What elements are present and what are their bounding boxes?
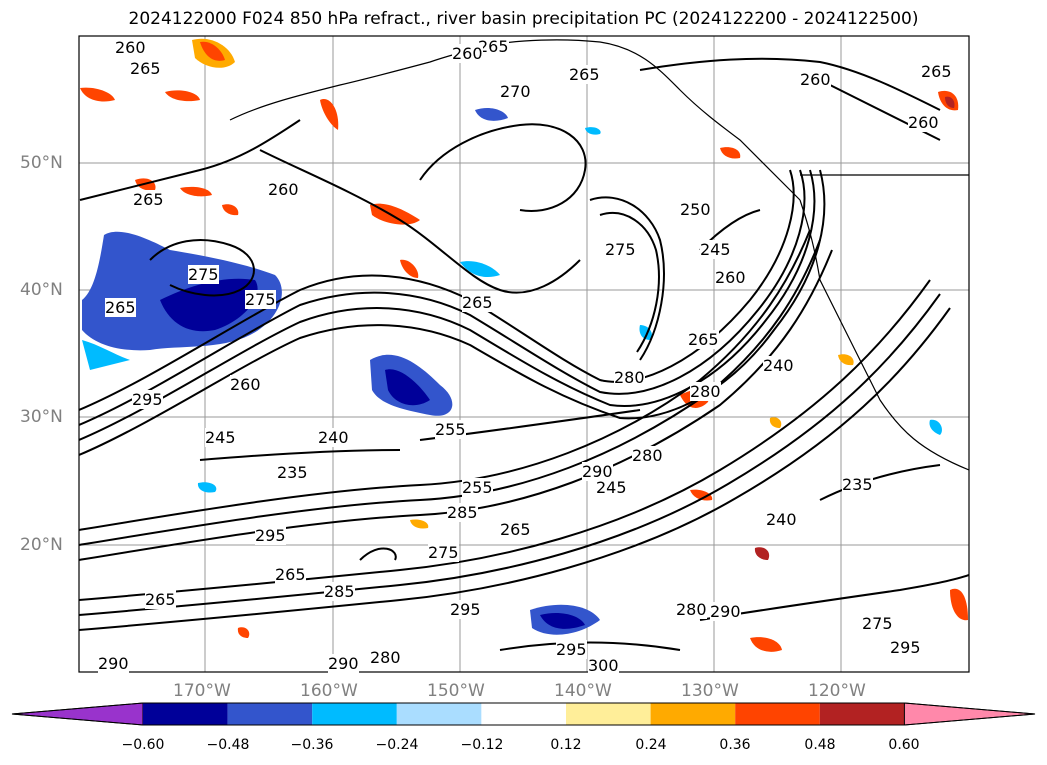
contour-label: 285 bbox=[447, 503, 478, 522]
colorbar-tick: 0.24 bbox=[635, 737, 667, 753]
contour-label: 245 bbox=[596, 478, 627, 497]
contour-label: 270 bbox=[500, 82, 531, 101]
colorbar bbox=[11, 702, 1036, 726]
contour-label: 280 bbox=[632, 446, 663, 465]
contour-label: 290 bbox=[328, 654, 359, 673]
lat-label: 40°N bbox=[20, 280, 63, 300]
colorbar-outline bbox=[11, 702, 1036, 726]
colorbar-segment bbox=[143, 703, 228, 725]
lat-label: 30°N bbox=[20, 407, 63, 427]
contour-label: 265 bbox=[569, 65, 600, 84]
contour-label: 275 bbox=[428, 543, 459, 562]
colorbar-tick: −0.60 bbox=[121, 737, 165, 753]
lon-label: 150°W bbox=[427, 681, 485, 701]
contour-label: 265 bbox=[478, 37, 509, 56]
contour-label: 295 bbox=[255, 526, 286, 545]
lon-label: 140°W bbox=[554, 681, 612, 701]
contour-label: 295 bbox=[890, 638, 921, 657]
contour-label: 265 bbox=[462, 293, 493, 312]
chart-title: 2024122000 F024 850 hPa refract., river … bbox=[128, 9, 919, 29]
contour-label: 260 bbox=[115, 38, 146, 57]
colorbar-tick: −0.36 bbox=[290, 737, 334, 753]
contour-label: 250 bbox=[680, 200, 711, 219]
contour-label: 240 bbox=[766, 510, 797, 529]
contour-label: 235 bbox=[842, 475, 873, 494]
contour-label: 265 bbox=[145, 590, 176, 609]
contour-label: 265 bbox=[500, 520, 531, 539]
contour-label: 290 bbox=[98, 654, 129, 673]
contour-label: 260 bbox=[715, 268, 746, 287]
colorbar-extend-max bbox=[903, 702, 1036, 726]
contour-label: 280 bbox=[614, 368, 645, 387]
lon-label: 160°W bbox=[300, 681, 358, 701]
colorbar-tick: 0.36 bbox=[719, 737, 751, 753]
lon-label: 130°W bbox=[681, 681, 739, 701]
contour-label: 240 bbox=[763, 356, 794, 375]
lat-label: 50°N bbox=[20, 153, 63, 173]
colorbar-segment bbox=[566, 703, 651, 725]
gridlines bbox=[79, 36, 969, 672]
contour-label: 290 bbox=[710, 602, 741, 621]
colorbar-tick: 0.60 bbox=[888, 737, 920, 753]
colorbar-segment bbox=[312, 703, 397, 725]
contour-label: 260 bbox=[800, 70, 831, 89]
contour-label: 265 bbox=[921, 62, 952, 81]
lon-label: 170°W bbox=[173, 681, 231, 701]
colorbar-tick: −0.12 bbox=[460, 737, 504, 753]
contour-label: 265 bbox=[105, 298, 136, 317]
contour-label: 235 bbox=[277, 463, 308, 482]
contour-label: 265 bbox=[688, 330, 719, 349]
contour-label: 275 bbox=[188, 265, 219, 284]
contour-label: 280 bbox=[676, 600, 707, 619]
contour-label: 265 bbox=[275, 565, 306, 584]
contour-label: 280 bbox=[370, 648, 401, 667]
colorbar-tick: −0.48 bbox=[206, 737, 250, 753]
colorbar-segment bbox=[481, 703, 566, 725]
contour-label: 300 bbox=[588, 656, 619, 675]
contour-label: 260 bbox=[268, 180, 299, 199]
contour-label: 255 bbox=[435, 420, 466, 439]
contour-label: 260 bbox=[908, 113, 939, 132]
contour-label: 295 bbox=[450, 600, 481, 619]
refractivity-contours bbox=[79, 57, 969, 651]
contour-label: 240 bbox=[318, 428, 349, 447]
colorbar-tick: 0.48 bbox=[804, 737, 836, 753]
colorbar-tick: −0.24 bbox=[375, 737, 419, 753]
contour-label: 260 bbox=[452, 44, 483, 63]
colorbar-extend-min bbox=[11, 702, 144, 726]
contour-label: 265 bbox=[133, 190, 164, 209]
contour-label: 295 bbox=[556, 640, 587, 659]
contour-label: 280 bbox=[690, 382, 721, 401]
contour-label: 265 bbox=[130, 59, 161, 78]
colorbar-segment bbox=[227, 703, 313, 725]
contour-label: 290 bbox=[582, 462, 613, 481]
contour-label: 255 bbox=[462, 478, 493, 497]
contour-label: 275 bbox=[862, 614, 893, 633]
contour-label: 285 bbox=[324, 582, 355, 601]
colorbar-segment bbox=[735, 703, 820, 725]
positive-precip-areas bbox=[80, 38, 968, 652]
contour-label: 275 bbox=[245, 290, 276, 309]
colorbar-tick: 0.12 bbox=[550, 737, 582, 753]
map-frame bbox=[78, 35, 970, 673]
colorbar-segment bbox=[396, 703, 482, 725]
colorbar-segment bbox=[819, 703, 905, 725]
colorbar-segment bbox=[650, 703, 736, 725]
contour-label: 245 bbox=[700, 240, 731, 259]
lat-label: 20°N bbox=[20, 535, 63, 555]
contour-label: 295 bbox=[132, 390, 163, 409]
contour-label: 245 bbox=[205, 428, 236, 447]
contour-label: 260 bbox=[230, 375, 261, 394]
contour-label: 275 bbox=[605, 240, 636, 259]
lon-label: 120°W bbox=[808, 681, 866, 701]
